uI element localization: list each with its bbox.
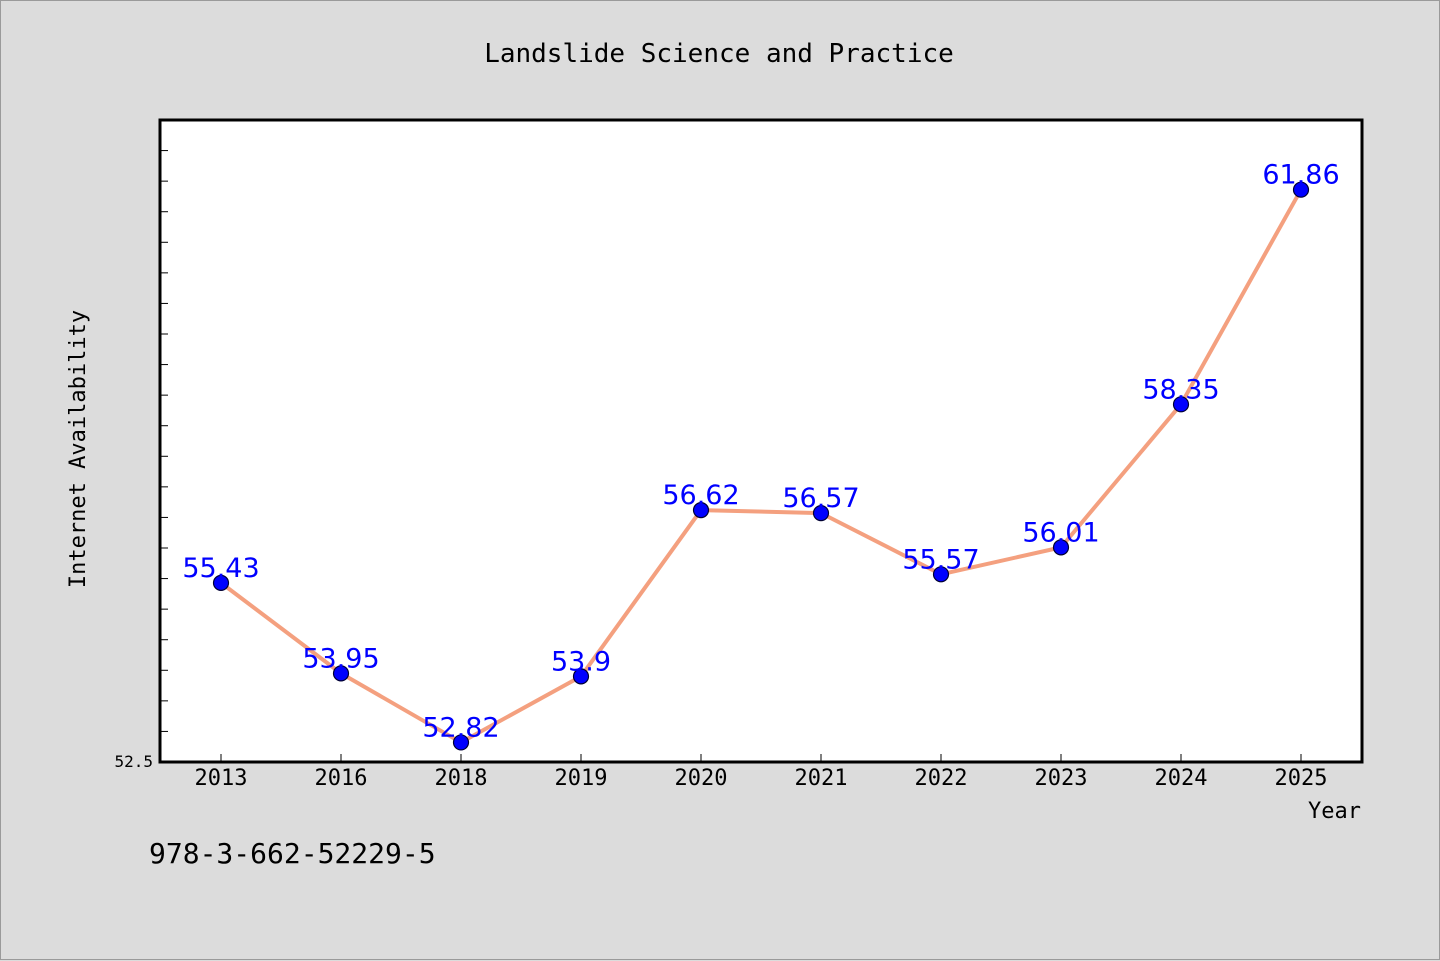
data-label: 56.01 (1022, 517, 1099, 548)
data-label: 53.95 (302, 643, 379, 674)
x-tick-label: 2018 (435, 766, 488, 791)
data-point (932, 566, 950, 583)
x-axis-ticks (220, 754, 1302, 762)
series-line (219, 187, 1303, 745)
x-axis-label: Year (1308, 799, 1361, 824)
x-tick-label: 2019 (555, 766, 608, 791)
x-tick-label: 2016 (315, 766, 368, 791)
plot-area (158, 118, 1364, 764)
data-point (1172, 396, 1190, 413)
data-label: 52.82 (422, 712, 499, 743)
y-tick-label-min: 52.5 (114, 752, 153, 771)
data-point (452, 734, 470, 751)
data-point (332, 665, 350, 682)
data-point (572, 668, 590, 685)
x-tick-label: 2020 (675, 766, 728, 791)
x-tick-label-layer: 2013 2016 2018 2019 2020 2021 2022 2023 2024 2025 (195, 766, 1328, 791)
data-point (212, 574, 230, 591)
x-tick-label: 2022 (915, 766, 968, 791)
data-label: 55.43 (182, 553, 259, 584)
data-point (1052, 539, 1070, 556)
x-tick-label: 2021 (795, 766, 848, 791)
data-label-layer: 55.43 53.95 52.82 53.9 56.62 56.57 55.57 56.01 5… (182, 160, 1339, 744)
data-label: 58.35 (1142, 374, 1219, 405)
data-point (692, 501, 710, 519)
data-label: 53.9 (551, 646, 611, 677)
y-axis-ticks (160, 150, 168, 732)
data-point (812, 505, 830, 522)
series-layer (212, 181, 1310, 751)
chart-title: Landslide Science and Practice (484, 39, 954, 69)
x-tick-label: 2013 (195, 766, 248, 791)
data-label: 56.62 (662, 480, 739, 511)
data-label: 56.57 (782, 483, 859, 514)
x-tick-label: 2025 (1275, 766, 1328, 791)
y-axis-label: Internet Availability (66, 310, 91, 588)
footer-code: 978-3-662-52229-5 (149, 837, 436, 870)
data-point (1292, 181, 1310, 198)
data-label: 55.57 (902, 544, 979, 575)
data-label: 61.86 (1262, 160, 1339, 191)
x-tick-label: 2024 (1155, 766, 1208, 791)
x-tick-label: 2023 (1035, 766, 1088, 791)
